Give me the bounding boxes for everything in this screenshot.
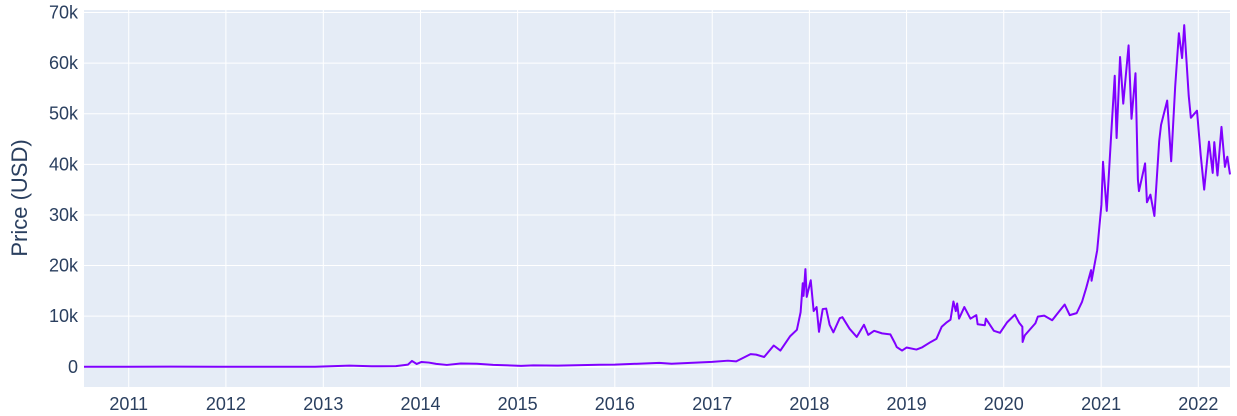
y-tick-label: 10k — [49, 306, 79, 326]
x-gridlines — [128, 10, 1199, 387]
x-tick-label: 2020 — [984, 394, 1024, 414]
x-tick-label: 2012 — [206, 394, 246, 414]
y-tick-labels: 0 10k 20k 30k 40k 50k 60k 70k — [49, 3, 79, 377]
y-tick-label: 0 — [68, 357, 78, 377]
y-tick-label: 70k — [49, 3, 79, 23]
x-tick-label: 2014 — [400, 394, 440, 414]
y-tick-label: 20k — [49, 256, 79, 276]
series-layer — [84, 24, 1231, 368]
x-tick-label: 2013 — [303, 394, 343, 414]
plot-background — [84, 10, 1230, 387]
y-tick-label: 30k — [49, 205, 79, 225]
x-tick-label: 2022 — [1178, 394, 1218, 414]
x-tick-label: 2019 — [887, 394, 927, 414]
x-tick-label: 2016 — [595, 394, 635, 414]
price-series-line — [84, 24, 1231, 368]
x-tick-label: 2021 — [1081, 394, 1121, 414]
x-tick-label: 2015 — [498, 394, 538, 414]
x-tick-label: 2018 — [789, 394, 829, 414]
x-tick-labels: 2011 2012 2013 2014 2015 2016 2017 2018 2019 2020… — [109, 394, 1218, 414]
x-tick-label: 2017 — [692, 394, 732, 414]
x-tick-label: 2011 — [109, 394, 148, 414]
y-tick-label: 60k — [49, 53, 79, 73]
y-tick-label: 50k — [49, 104, 79, 124]
y-tick-label: 40k — [49, 154, 79, 174]
y-axis-title: Price (USD) — [7, 139, 32, 256]
